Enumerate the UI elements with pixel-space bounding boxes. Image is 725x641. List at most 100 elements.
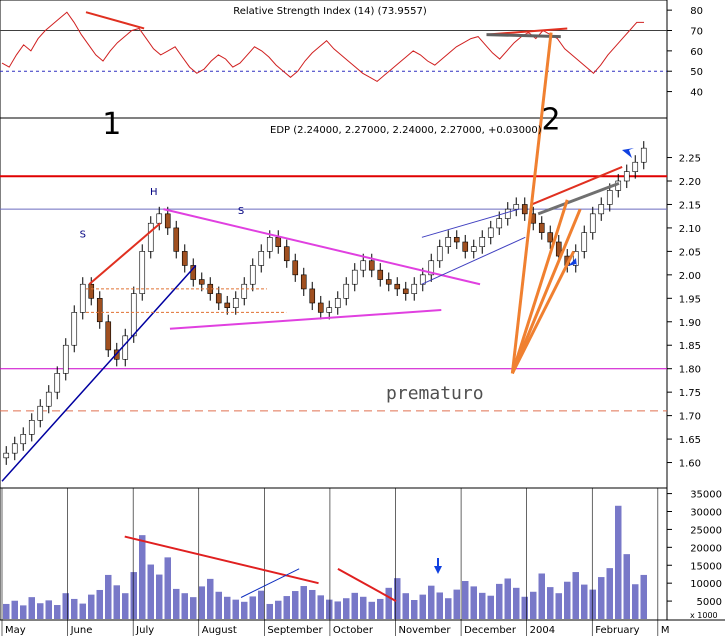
- annotation-label: 1: [102, 107, 121, 142]
- rsi-title: Relative Strength Index (14) (73.9557): [233, 6, 427, 17]
- candle-body: [54, 373, 61, 393]
- rsi-tick-label: 50: [690, 67, 703, 78]
- volume-bar: [37, 603, 44, 619]
- volume-bar: [368, 601, 375, 619]
- volume-bar: [122, 593, 129, 619]
- candle-body: [37, 405, 44, 421]
- candle-body: [28, 420, 35, 435]
- candle-body: [436, 246, 443, 262]
- candle-body: [266, 237, 273, 252]
- rsi-tick-label: 60: [690, 47, 703, 58]
- volume-bar: [402, 593, 409, 619]
- volume-bar: [241, 601, 248, 619]
- volume-bar: [105, 574, 112, 619]
- volume-bar: [479, 592, 486, 619]
- volume-bar: [215, 591, 222, 619]
- candle-body: [198, 279, 205, 285]
- volume-bar: [71, 598, 78, 619]
- annotation-label: H: [150, 187, 158, 198]
- price-tick-label: 2.00: [679, 271, 701, 282]
- volume-bar: [589, 589, 596, 619]
- candle-body: [334, 298, 341, 308]
- volume-tick-label: 20000: [690, 543, 722, 554]
- volume-bar: [436, 592, 443, 619]
- candle-body: [147, 222, 154, 252]
- volume-bar: [224, 596, 231, 619]
- volume-bar: [45, 600, 52, 619]
- candle-body: [521, 204, 528, 215]
- volume-bar: [258, 590, 265, 619]
- volume-bar: [462, 581, 469, 619]
- volume-tick-label: 15000: [690, 561, 722, 572]
- candle-body: [241, 283, 248, 299]
- volume-bar: [11, 600, 18, 619]
- candle-body: [377, 269, 384, 280]
- candle-body: [249, 265, 256, 285]
- candle-body: [130, 293, 137, 337]
- candle-body: [453, 237, 460, 243]
- volume-tick-label: 10000: [690, 579, 722, 590]
- candle-body: [462, 241, 469, 252]
- price-tick-label: 1.75: [679, 388, 701, 399]
- volume-bar: [326, 599, 333, 619]
- rsi-tick-label: 80: [690, 6, 703, 17]
- rsi-tick-label: 70: [690, 27, 703, 38]
- candle-body: [581, 232, 588, 252]
- volume-bar: [343, 598, 350, 619]
- volume-trend-line: [240, 568, 300, 598]
- volume-bar: [88, 594, 95, 619]
- prematuro-arrow: [510, 199, 569, 374]
- candle-body: [258, 251, 265, 266]
- volume-bar: [275, 600, 282, 619]
- volume-bar: [164, 557, 171, 619]
- candle-body: [640, 147, 647, 163]
- volume-bar: [62, 593, 69, 619]
- volume-tick-label: 25000: [690, 525, 722, 536]
- candle-body: [326, 307, 333, 313]
- volume-bar: [79, 603, 86, 619]
- volume-bar: [445, 598, 452, 619]
- volume-bar: [411, 600, 418, 619]
- prematuro-arrow: [510, 208, 582, 374]
- candle-body: [402, 288, 409, 294]
- volume-bar: [470, 586, 477, 619]
- volume-bar: [530, 591, 537, 619]
- candle-body: [105, 321, 112, 351]
- volume-bar: [521, 596, 528, 619]
- price-readout: EDP (2.24000, 2.27000, 2.24000, 2.27000,…: [270, 125, 542, 136]
- candle-body: [343, 283, 350, 299]
- volume-arrow-icon: [434, 558, 442, 574]
- month-label: November: [399, 625, 452, 636]
- volume-bar: [615, 505, 622, 619]
- candle-body: [122, 335, 129, 360]
- volume-scale-label: x 1000: [690, 611, 718, 620]
- month-label: July: [135, 625, 154, 636]
- volume-bar: [453, 589, 460, 619]
- candle-body: [71, 312, 78, 346]
- volume-bar: [632, 584, 639, 619]
- volume-bar: [292, 591, 299, 619]
- rsi-divergence-line: [486, 33, 561, 39]
- candle-body: [606, 190, 613, 205]
- volume-bar: [28, 597, 35, 619]
- volume-downtrend-line: [337, 567, 397, 602]
- candle-body: [394, 283, 401, 290]
- candle-body: [300, 274, 307, 290]
- candle-body: [139, 251, 146, 294]
- month-label: June: [70, 625, 93, 636]
- candle-body: [173, 227, 180, 252]
- blue-arrow-icon: [622, 148, 634, 158]
- volume-bar: [96, 589, 103, 619]
- volume-bar: [156, 574, 163, 619]
- candle-body: [360, 260, 367, 271]
- volume-bar: [232, 599, 239, 619]
- candle-body: [309, 288, 316, 304]
- price-tick-label: 2.20: [679, 177, 701, 188]
- candle-body: [632, 161, 639, 172]
- candle-body: [598, 204, 605, 215]
- candle-body: [589, 213, 596, 233]
- candle-body: [11, 443, 18, 454]
- candle-body: [479, 237, 486, 247]
- volume-bar: [147, 564, 154, 619]
